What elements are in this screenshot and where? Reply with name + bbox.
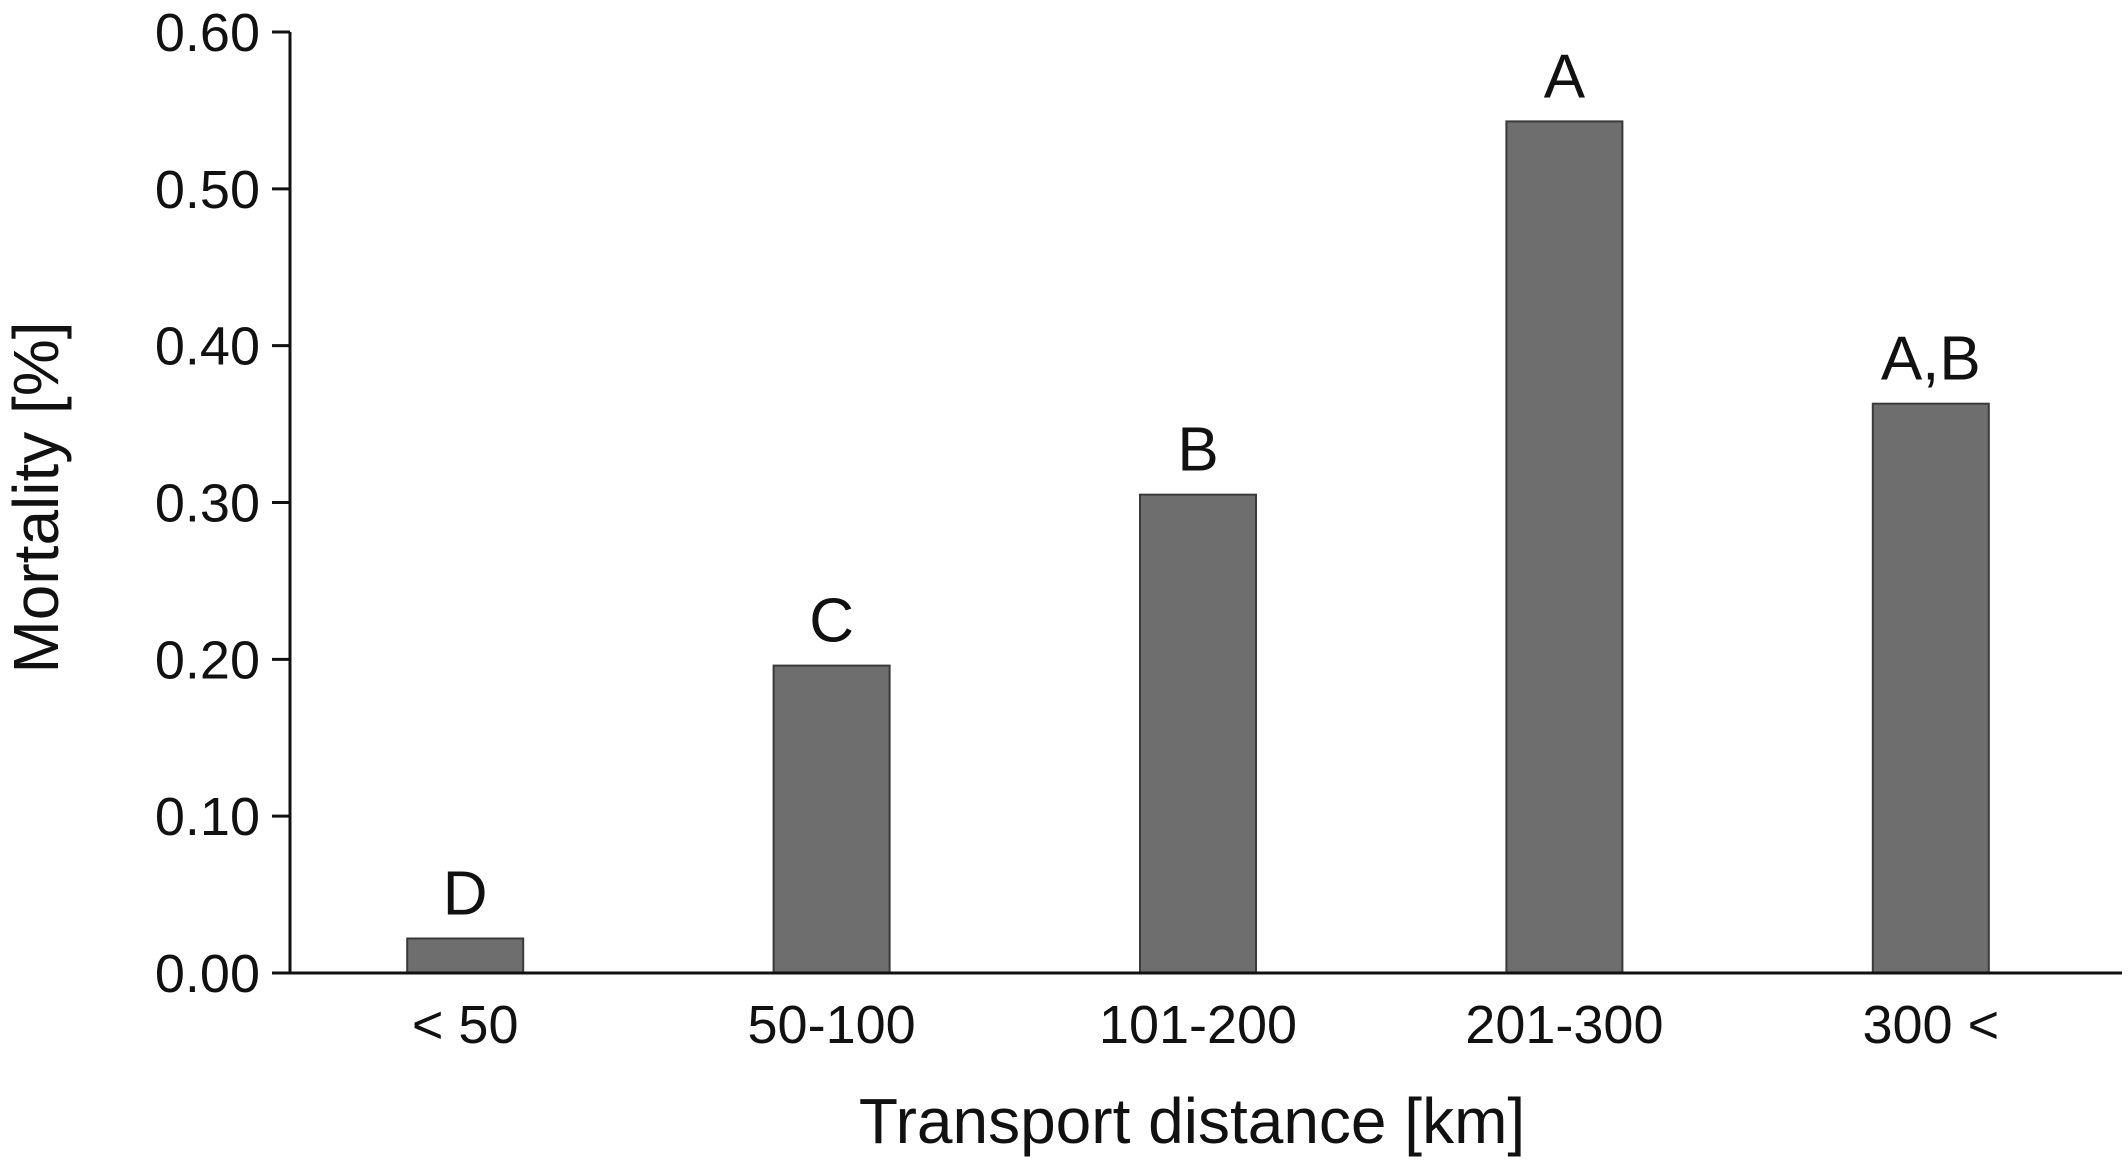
- bar-significance-label: A,B: [1881, 325, 1981, 394]
- x-axis-tick-labels: < 50 50-100 101-200 201-300 300 <: [412, 995, 1999, 1055]
- bar-significance-label: B: [1177, 416, 1218, 485]
- bar: [772, 664, 891, 975]
- y-tick-label: 0.00: [155, 944, 260, 1004]
- y-tick-label: 0.20: [155, 630, 260, 690]
- y-tick-label: 0.60: [155, 3, 260, 63]
- bar-significance-label: D: [443, 859, 488, 928]
- x-tick-label: 201-300: [1465, 995, 1663, 1055]
- bar-significance-label: A: [1544, 42, 1586, 111]
- bars-group: [406, 120, 1990, 975]
- x-tick-label: 300 <: [1862, 995, 1999, 1055]
- y-tick-label: 0.10: [155, 787, 260, 847]
- bar-labels-group: D C B A A,B: [443, 42, 1981, 928]
- bar: [1871, 402, 1990, 974]
- x-tick-label: < 50: [412, 995, 519, 1055]
- y-axis-title: Mortality [%]: [0, 321, 72, 673]
- x-axis-title: Transport distance [km]: [859, 1085, 1525, 1157]
- bar: [406, 937, 525, 974]
- y-axis-ticks: 0.00 0.10 0.20 0.30 0.40 0.50 0.60: [155, 3, 290, 1004]
- bar: [1139, 493, 1257, 974]
- x-tick-label: 50-100: [748, 995, 916, 1055]
- y-tick-label: 0.40: [155, 317, 260, 377]
- y-tick-label: 0.30: [155, 474, 260, 534]
- x-tick-label: 101-200: [1099, 995, 1297, 1055]
- bar: [1505, 120, 1624, 974]
- y-tick-label: 0.50: [155, 160, 260, 220]
- bar-significance-label: C: [809, 587, 854, 656]
